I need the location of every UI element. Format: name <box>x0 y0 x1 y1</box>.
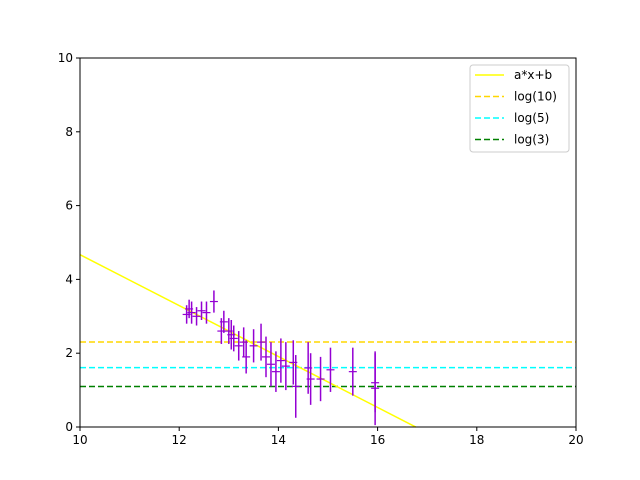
data-point-26 <box>316 356 325 402</box>
data-point-27 <box>326 347 335 392</box>
data-point-6 <box>209 290 218 313</box>
ticks-group: 10 12 14 16 18 20 0 2 4 6 8 10 <box>58 51 584 447</box>
x-tick-label-3: 16 <box>370 433 385 447</box>
y-tick-label-3: 6 <box>65 199 73 213</box>
y-tick-label-5: 10 <box>58 51 73 65</box>
x-tick-label-0: 10 <box>72 433 87 447</box>
reference-lines <box>80 341 576 388</box>
data-point-4 <box>197 301 206 320</box>
data-point-21 <box>281 342 290 391</box>
data-point-11 <box>229 325 238 352</box>
data-points <box>182 290 380 426</box>
data-point-18 <box>266 342 275 387</box>
legend-label-2: log(5) <box>514 111 549 125</box>
data-point-17 <box>262 336 270 378</box>
data-point-15 <box>249 329 258 363</box>
data-point-23 <box>291 355 300 418</box>
plot-frame <box>79 57 577 428</box>
data-point-25 <box>306 353 315 405</box>
legend-label-1: log(10) <box>514 90 557 104</box>
x-tick-label-5: 20 <box>568 433 583 447</box>
y-tick-label-2: 4 <box>65 272 73 286</box>
y-tick-label-1: 2 <box>65 346 73 360</box>
data-point-2 <box>187 301 196 324</box>
data-point-14 <box>242 340 251 374</box>
y-tick-label-0: 0 <box>65 420 73 434</box>
x-tick-label-1: 12 <box>172 433 187 447</box>
data-point-28 <box>348 347 357 396</box>
legend-label-3: log(3) <box>514 133 549 147</box>
x-tick-label-2: 14 <box>271 433 286 447</box>
fit-line-group <box>79 254 417 428</box>
legend-label-0: a*x+b <box>514 68 552 82</box>
y-tick-label-4: 8 <box>65 125 73 139</box>
x-tick-label-4: 18 <box>469 433 484 447</box>
data-point-3 <box>192 307 201 326</box>
data-point-20 <box>276 338 285 383</box>
data-point-16 <box>257 323 266 361</box>
legend-box <box>469 64 570 153</box>
data-point-30 <box>371 351 380 426</box>
fit-line <box>79 254 417 428</box>
data-point-19 <box>271 351 280 392</box>
data-point-5 <box>202 301 211 324</box>
data-point-8 <box>219 310 228 333</box>
legend: a*x+b log(10) log(5) log(3) <box>469 64 570 153</box>
data-point-12 <box>234 331 243 361</box>
